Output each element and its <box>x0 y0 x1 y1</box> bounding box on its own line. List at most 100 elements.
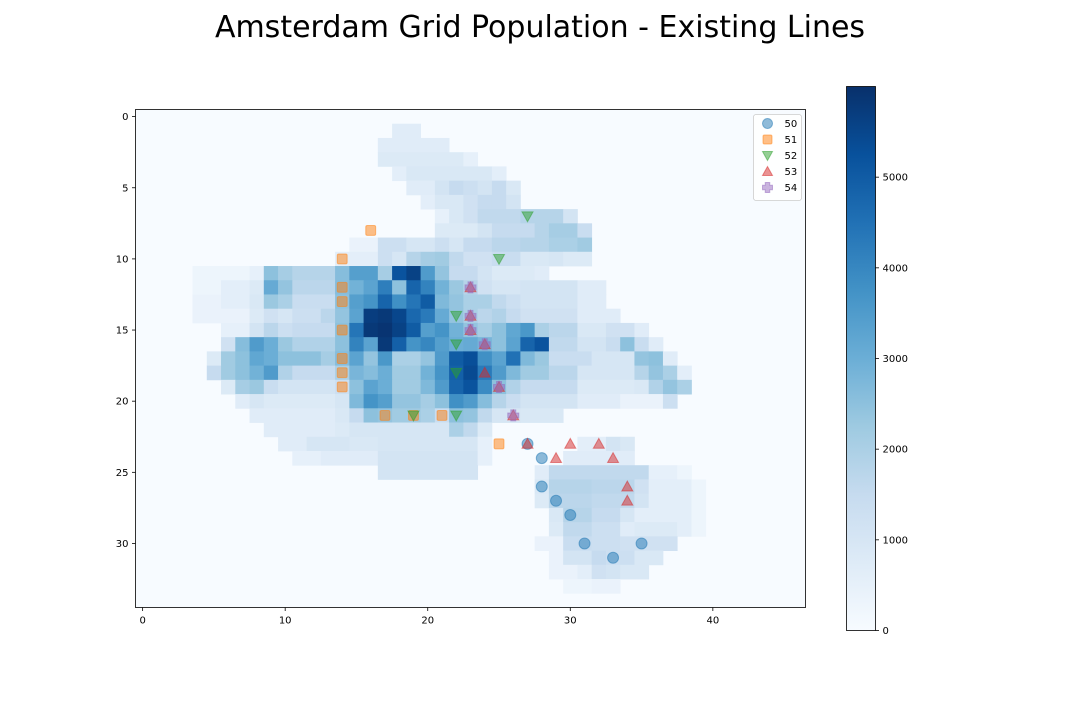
heatmap-cell <box>263 351 279 367</box>
heatmap-cell <box>434 365 450 381</box>
series-52-point <box>407 410 420 422</box>
heatmap-cell <box>506 365 521 381</box>
heatmap-cell <box>434 337 450 352</box>
series-51-point <box>336 353 348 364</box>
series-52-point <box>449 367 463 380</box>
series-51-point <box>336 324 348 336</box>
heatmap-cell <box>449 294 464 310</box>
heatmap-cell <box>506 394 521 409</box>
x-tick-label: 40 <box>706 616 719 627</box>
heatmap-cell <box>520 237 550 253</box>
heatmap-cell <box>534 223 550 238</box>
heatmap-cell <box>278 365 293 381</box>
heatmap-cell <box>235 351 250 367</box>
heatmap-cell <box>477 194 493 210</box>
heatmap-cell <box>591 351 635 367</box>
heatmap-cell <box>463 379 479 395</box>
heatmap-cell <box>278 294 293 310</box>
heatmap-cell <box>634 351 650 367</box>
heatmap-cell <box>278 280 293 295</box>
heatmap-cell <box>320 450 379 466</box>
series-53-point <box>549 451 563 463</box>
heatmap-cell <box>221 322 250 338</box>
heatmap-cell <box>477 308 493 324</box>
heatmap-cell <box>349 379 364 395</box>
heatmap-cell <box>463 408 479 423</box>
series-51-point <box>365 224 377 236</box>
heatmap-cell <box>249 294 265 310</box>
heatmap-cell <box>235 365 250 381</box>
heatmap-cell <box>463 337 479 352</box>
heatmap-cell <box>249 394 265 409</box>
heatmap-cell <box>548 465 650 480</box>
heatmap-cell <box>534 322 550 338</box>
heatmap-cell <box>292 322 336 338</box>
heatmap-cell <box>548 564 578 580</box>
series-53-point <box>606 451 620 463</box>
legend-marker-53 <box>761 165 774 176</box>
heatmap-cell <box>648 379 664 395</box>
heatmap-cell <box>605 322 635 338</box>
heatmap-cell <box>263 308 279 324</box>
heatmap-cell <box>263 266 279 281</box>
heatmap-cell <box>534 493 550 509</box>
series-51-point <box>336 296 348 308</box>
heatmap-cell <box>591 579 621 594</box>
heatmap-cell <box>434 209 450 224</box>
legend-label-54: 54 <box>785 183 798 194</box>
heatmap-cell <box>520 251 550 267</box>
series-53-point <box>563 437 577 449</box>
heatmap-cell <box>520 337 536 352</box>
colorbar-tick-label: 2000 <box>883 445 908 456</box>
heatmap-cell <box>634 322 650 338</box>
heatmap-cell <box>648 479 692 495</box>
heatmap-cell <box>634 337 650 352</box>
heatmap-cell <box>235 337 250 352</box>
heatmap-cell <box>349 365 364 381</box>
heatmap-cell <box>534 536 564 551</box>
heatmap-cell <box>392 123 422 139</box>
heatmap-cell <box>548 237 578 253</box>
heatmap-cell <box>449 322 464 338</box>
heatmap-cell <box>491 322 507 338</box>
heatmap-cell <box>306 436 350 452</box>
heatmap-cell <box>392 351 422 367</box>
heatmap-cell <box>534 351 550 367</box>
colorbar: 0 1000 2000 3000 4000 5000 <box>846 86 908 637</box>
heatmap-cell <box>449 237 464 253</box>
heatmap-cell <box>335 394 350 409</box>
heatmap-cell <box>491 365 507 381</box>
heatmap-cell <box>620 564 650 580</box>
heatmap-cell <box>577 280 607 295</box>
heatmap-cell <box>235 394 250 409</box>
heatmap-cell <box>563 450 635 466</box>
heatmap-cell <box>420 308 436 324</box>
series-50-point <box>535 452 548 465</box>
heatmap-cell <box>377 465 479 480</box>
heatmap-cell <box>477 422 493 438</box>
legend-label-50: 50 <box>785 119 798 130</box>
heatmap-cell <box>349 408 364 423</box>
heatmap-cell <box>349 337 364 352</box>
heatmap-cell <box>691 493 707 509</box>
heatmap-cell <box>662 379 678 395</box>
heatmap-cell <box>506 180 521 196</box>
heatmap-cell <box>648 365 664 381</box>
heatmap-cell <box>363 351 379 367</box>
heatmap-cell <box>420 194 436 210</box>
heatmap-cell <box>406 322 422 338</box>
x-tick-label: 10 <box>279 616 292 627</box>
heatmap-cell <box>634 550 664 566</box>
heatmap-cell <box>420 251 436 267</box>
heatmap-cell <box>477 280 493 295</box>
series-51-point <box>379 409 391 421</box>
y-tick-label: 30 <box>116 539 129 550</box>
heatmap-cell <box>491 308 507 324</box>
heatmap-cell <box>449 351 464 367</box>
heatmap-cell <box>363 322 379 338</box>
heatmap-cell <box>249 337 265 352</box>
series-50-point <box>635 537 648 550</box>
series-51-point <box>336 253 348 265</box>
heatmap-cell <box>278 322 293 338</box>
heatmap-cell <box>221 294 250 310</box>
